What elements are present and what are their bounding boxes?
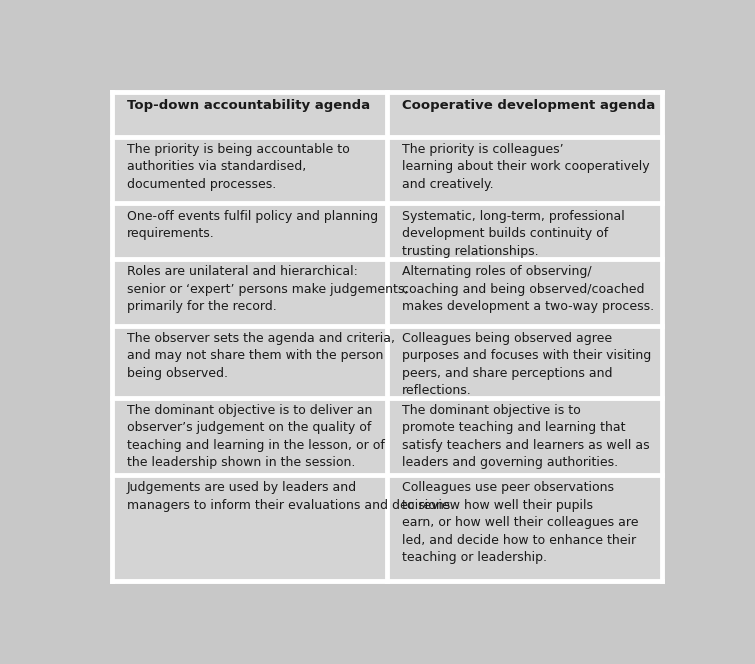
Text: Cooperative development agenda: Cooperative development agenda xyxy=(402,98,655,112)
Bar xyxy=(112,477,384,581)
Bar xyxy=(390,327,662,396)
Bar xyxy=(112,261,384,323)
Text: Systematic, long-term, professional
development builds continuity of
trusting re: Systematic, long-term, professional deve… xyxy=(402,210,624,258)
Text: Colleagues being observed agree
purposes and focuses with their visiting
peers, : Colleagues being observed agree purposes… xyxy=(402,331,651,397)
Bar xyxy=(112,139,384,201)
Text: The observer sets the agenda and criteria,
and may not share them with the perso: The observer sets the agenda and criteri… xyxy=(127,331,395,380)
Text: Roles are unilateral and hierarchical:
senior or ‘expert’ persons make judgement: Roles are unilateral and hierarchical: s… xyxy=(127,265,408,313)
Text: The priority is being accountable to
authorities via standardised,
documented pr: The priority is being accountable to aut… xyxy=(127,143,350,191)
Text: The dominant objective is to deliver an
observer’s judgement on the quality of
t: The dominant objective is to deliver an … xyxy=(127,404,384,469)
Bar xyxy=(390,139,662,201)
Bar xyxy=(112,327,384,396)
Text: One-off events fulfil policy and planning
requirements.: One-off events fulfil policy and plannin… xyxy=(127,210,378,240)
Bar xyxy=(390,92,662,135)
Text: Alternating roles of observing/
coaching and being observed/coached
makes develo: Alternating roles of observing/ coaching… xyxy=(402,265,654,313)
Text: The priority is colleagues’
learning about their work cooperatively
and creative: The priority is colleagues’ learning abo… xyxy=(402,143,649,191)
Text: Judgements are used by leaders and
managers to inform their evaluations and deci: Judgements are used by leaders and manag… xyxy=(127,481,454,512)
Bar xyxy=(112,400,384,473)
Text: Top-down accountability agenda: Top-down accountability agenda xyxy=(127,98,370,112)
Text: The dominant objective is to
promote teaching and learning that
satisfy teachers: The dominant objective is to promote tea… xyxy=(402,404,649,469)
Bar xyxy=(390,477,662,581)
Text: Colleagues use peer observations
to review how well their pupils
earn, or how we: Colleagues use peer observations to revi… xyxy=(402,481,638,564)
Bar xyxy=(112,92,384,135)
Bar xyxy=(390,261,662,323)
Bar xyxy=(390,205,662,257)
Bar xyxy=(112,205,384,257)
Bar xyxy=(390,400,662,473)
